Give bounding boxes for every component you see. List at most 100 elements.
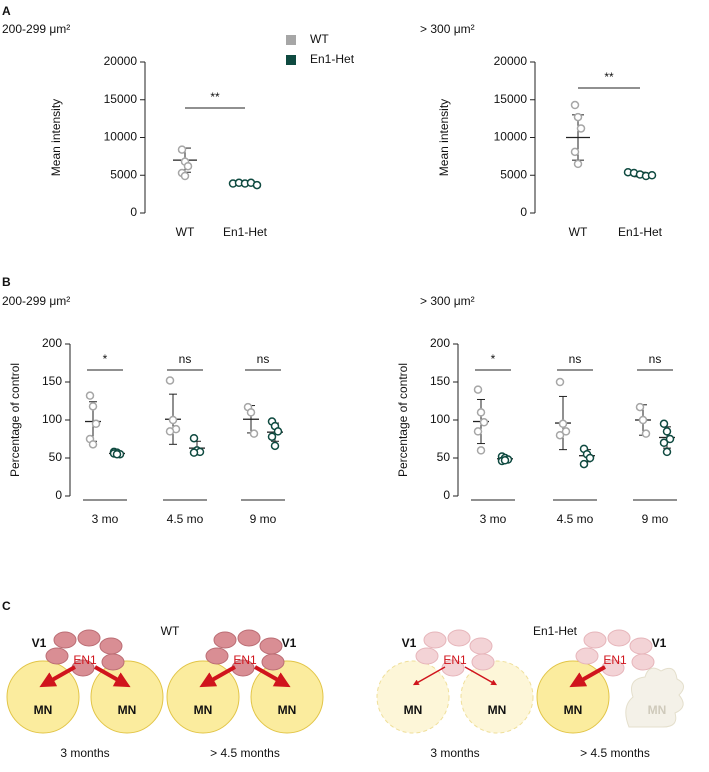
data-point	[273, 427, 283, 436]
chart-subtitle: 200-299 μm²	[2, 294, 70, 308]
en1-label: EN1	[233, 653, 257, 667]
diagram-title: WT	[161, 624, 180, 638]
mn-label: MN	[34, 703, 53, 717]
en1-arrow	[464, 666, 498, 686]
data-point	[189, 448, 199, 457]
y-tick-label: 0	[520, 205, 527, 219]
y-axis-label: Percentage of control	[396, 363, 410, 477]
stage-caption: > 4.5 months	[210, 746, 280, 760]
x-tick-label: 9 mo	[642, 512, 669, 526]
motor-neuron	[250, 660, 324, 734]
v1-interneuron	[259, 637, 283, 655]
data-point	[579, 459, 589, 469]
v1-interneuron	[45, 647, 69, 665]
x-tick-label: WT	[176, 225, 195, 239]
en1-arrow	[39, 665, 76, 688]
chart-subtitle: 200-299 μm²	[2, 22, 70, 36]
significance-label: ns	[649, 352, 662, 366]
data-point	[662, 447, 672, 457]
panel-label: C	[2, 599, 11, 613]
data-point	[249, 429, 259, 438]
v1-label: V1	[282, 636, 297, 650]
data-point	[555, 377, 565, 387]
data-point	[270, 441, 280, 451]
v1-label: V1	[652, 636, 667, 650]
diagram-title: En1-Het	[533, 624, 578, 638]
x-tick-label: WT	[569, 225, 588, 239]
en1-arrow	[254, 665, 291, 688]
motor-neuron	[460, 660, 534, 734]
y-tick-label: 50	[49, 450, 63, 464]
panel-label: A	[2, 4, 11, 18]
mn-label: MN	[194, 703, 213, 717]
y-tick-label: 100	[430, 412, 450, 426]
v1-interneuron	[415, 647, 439, 665]
significance-label: **	[604, 70, 614, 84]
data-point	[479, 418, 489, 427]
data-point	[500, 456, 510, 465]
motor-neuron	[166, 660, 240, 734]
x-tick-label: En1-Het	[223, 225, 268, 239]
data-point	[659, 438, 669, 448]
v1-interneuron	[447, 629, 471, 647]
en1-label: EN1	[603, 653, 627, 667]
y-tick-label: 150	[42, 374, 62, 388]
v1-interneuron	[471, 653, 495, 671]
data-point	[476, 446, 486, 455]
v1-interneuron	[629, 637, 653, 655]
legend-swatch	[286, 55, 296, 65]
data-point	[165, 427, 175, 436]
data-point	[473, 385, 483, 394]
data-point	[189, 433, 199, 443]
mn-label: MN	[648, 703, 667, 717]
mn-label: MN	[118, 703, 137, 717]
data-point	[585, 453, 595, 463]
chart-subtitle: > 300 μm²	[420, 294, 475, 308]
y-tick-label: 0	[443, 488, 450, 502]
significance-label: **	[210, 90, 220, 104]
data-point	[558, 419, 568, 429]
v1-interneuron	[261, 653, 285, 671]
data-point	[665, 434, 675, 444]
motor-neuron	[536, 660, 610, 734]
data-point	[635, 402, 645, 412]
y-tick-label: 100	[42, 412, 62, 426]
y-tick-label: 5000	[110, 167, 137, 181]
y-tick-label: 10000	[494, 130, 528, 144]
y-axis-label: Mean intensity	[49, 99, 63, 176]
legend-swatch	[286, 35, 296, 45]
en1-label: EN1	[73, 653, 97, 667]
y-tick-label: 5000	[500, 167, 527, 181]
chart-subtitle: > 300 μm²	[420, 22, 475, 36]
data-point	[573, 112, 583, 122]
data-point	[561, 427, 571, 436]
degenerated-neuron	[625, 667, 684, 728]
data-point	[88, 440, 98, 449]
x-tick-label: 9 mo	[250, 512, 277, 526]
motor-neuron	[6, 660, 80, 734]
v1-interneuron	[205, 647, 229, 665]
significance-label: ns	[257, 352, 270, 366]
data-point	[476, 408, 486, 417]
v1-interneuron	[469, 637, 493, 655]
data-point	[88, 402, 98, 411]
y-tick-label: 150	[430, 374, 450, 388]
significance-label: *	[491, 352, 496, 366]
mn-label: MN	[278, 703, 297, 717]
v1-interneuron	[99, 637, 123, 655]
x-tick-label: 3 mo	[92, 512, 119, 526]
data-point	[112, 449, 122, 459]
data-point	[183, 161, 193, 171]
data-point	[252, 180, 262, 190]
significance-label: ns	[569, 352, 582, 366]
v1-interneuron	[631, 653, 655, 671]
v1-interneuron	[77, 629, 101, 647]
y-tick-label: 10000	[104, 130, 138, 144]
data-point	[165, 376, 175, 385]
en1-arrow	[199, 665, 236, 688]
data-point	[647, 171, 657, 180]
data-point	[576, 124, 586, 133]
y-tick-label: 200	[42, 336, 62, 350]
x-tick-label: En1-Het	[618, 225, 663, 239]
v1-interneuron	[101, 653, 125, 671]
